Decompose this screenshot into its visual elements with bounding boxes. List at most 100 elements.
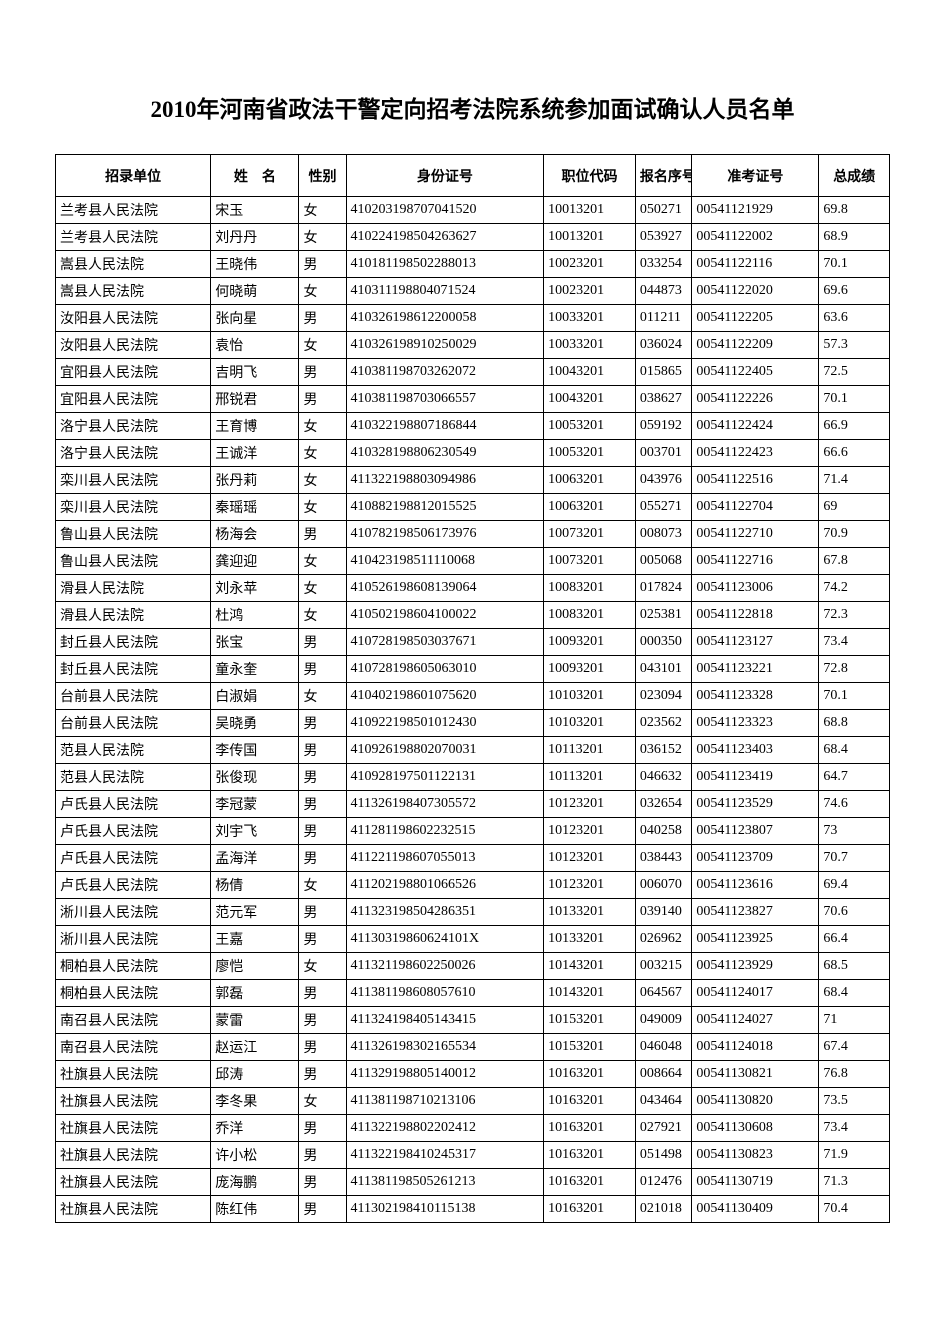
- cell-seq: 040258: [635, 818, 691, 845]
- cell-id: 411323198504286351: [346, 899, 544, 926]
- cell-score: 70.1: [819, 386, 890, 413]
- cell-unit: 桐柏县人民法院: [56, 953, 211, 980]
- cell-score: 66.6: [819, 440, 890, 467]
- cell-id: 411324198405143415: [346, 1007, 544, 1034]
- cell-exam: 00541123827: [692, 899, 819, 926]
- cell-exam: 00541123006: [692, 575, 819, 602]
- cell-score: 63.6: [819, 305, 890, 332]
- cell-name: 杜鸿: [211, 602, 299, 629]
- cell-unit: 栾川县人民法院: [56, 467, 211, 494]
- cell-unit: 南召县人民法院: [56, 1007, 211, 1034]
- cell-position: 10163201: [544, 1115, 636, 1142]
- cell-name: 李冬果: [211, 1088, 299, 1115]
- cell-name: 邢锐君: [211, 386, 299, 413]
- cell-exam: 00541123807: [692, 818, 819, 845]
- table-body: 兰考县人民法院宋玉女410203198707041520100132010502…: [56, 197, 890, 1223]
- cell-unit: 淅川县人民法院: [56, 899, 211, 926]
- cell-name: 王诚洋: [211, 440, 299, 467]
- cell-exam: 00541122405: [692, 359, 819, 386]
- cell-score: 72.3: [819, 602, 890, 629]
- cell-exam: 00541130608: [692, 1115, 819, 1142]
- cell-id: 411322198410245317: [346, 1142, 544, 1169]
- table-row: 卢氏县人民法院刘宇飞男41128119860223251510123201040…: [56, 818, 890, 845]
- cell-unit: 鲁山县人民法院: [56, 521, 211, 548]
- cell-score: 71: [819, 1007, 890, 1034]
- cell-seq: 015865: [635, 359, 691, 386]
- cell-score: 73.5: [819, 1088, 890, 1115]
- table-row: 南召县人民法院蒙雷男411324198405143415101532010490…: [56, 1007, 890, 1034]
- table-row: 卢氏县人民法院李冠蒙男41132619840730557210123201032…: [56, 791, 890, 818]
- cell-id: 410502198604100022: [346, 602, 544, 629]
- cell-id: 410782198506173976: [346, 521, 544, 548]
- cell-score: 67.8: [819, 548, 890, 575]
- table-row: 栾川县人民法院秦瑶瑶女41088219881201552510063201055…: [56, 494, 890, 521]
- cell-exam: 00541123925: [692, 926, 819, 953]
- cell-score: 68.9: [819, 224, 890, 251]
- cell-seq: 023094: [635, 683, 691, 710]
- cell-gender: 女: [299, 1088, 346, 1115]
- table-row: 栾川县人民法院张丹莉女41132219880309498610063201043…: [56, 467, 890, 494]
- cell-position: 10163201: [544, 1196, 636, 1223]
- cell-unit: 社旗县人民法院: [56, 1088, 211, 1115]
- cell-position: 10123201: [544, 791, 636, 818]
- cell-unit: 洛宁县人民法院: [56, 413, 211, 440]
- cell-seq: 051498: [635, 1142, 691, 1169]
- table-row: 嵩县人民法院王晓伟男410181198502288013100232010332…: [56, 251, 890, 278]
- cell-id: 410326198910250029: [346, 332, 544, 359]
- roster-table: 招录单位 姓 名 性别 身份证号 职位代码 报名序号 准考证号 总成绩 兰考县人…: [55, 154, 890, 1223]
- cell-seq: 036024: [635, 332, 691, 359]
- cell-position: 10073201: [544, 548, 636, 575]
- col-header-seq: 报名序号: [635, 155, 691, 197]
- table-row: 淅川县人民法院范元军男41132319850428635110133201039…: [56, 899, 890, 926]
- cell-exam: 00541122002: [692, 224, 819, 251]
- cell-score: 70.1: [819, 251, 890, 278]
- cell-seq: 049009: [635, 1007, 691, 1034]
- cell-id: 411221198607055013: [346, 845, 544, 872]
- cell-seq: 050271: [635, 197, 691, 224]
- cell-position: 10113201: [544, 764, 636, 791]
- cell-seq: 046048: [635, 1034, 691, 1061]
- cell-exam: 00541122226: [692, 386, 819, 413]
- cell-name: 吉明飞: [211, 359, 299, 386]
- cell-score: 76.8: [819, 1061, 890, 1088]
- cell-seq: 005068: [635, 548, 691, 575]
- cell-id: 410526198608139064: [346, 575, 544, 602]
- cell-id: 411329198805140012: [346, 1061, 544, 1088]
- cell-id: 410322198807186844: [346, 413, 544, 440]
- cell-id: 410381198703262072: [346, 359, 544, 386]
- cell-gender: 男: [299, 791, 346, 818]
- cell-id: 410926198802070031: [346, 737, 544, 764]
- cell-gender: 男: [299, 764, 346, 791]
- cell-unit: 滑县人民法院: [56, 602, 211, 629]
- cell-seq: 003701: [635, 440, 691, 467]
- cell-exam: 00541123616: [692, 872, 819, 899]
- table-row: 滑县人民法院杜鸿女4105021986041000221008320102538…: [56, 602, 890, 629]
- cell-exam: 00541123419: [692, 764, 819, 791]
- cell-name: 蒙雷: [211, 1007, 299, 1034]
- cell-id: 410928197501122131: [346, 764, 544, 791]
- cell-seq: 003215: [635, 953, 691, 980]
- cell-position: 10073201: [544, 521, 636, 548]
- cell-seq: 055271: [635, 494, 691, 521]
- cell-id: 410423198511110068: [346, 548, 544, 575]
- cell-gender: 男: [299, 629, 346, 656]
- cell-score: 71.4: [819, 467, 890, 494]
- cell-unit: 卢氏县人民法院: [56, 872, 211, 899]
- cell-position: 10163201: [544, 1088, 636, 1115]
- col-header-score: 总成绩: [819, 155, 890, 197]
- cell-exam: 00541122423: [692, 440, 819, 467]
- table-row: 社旗县人民法院邱涛男411329198805140012101632010086…: [56, 1061, 890, 1088]
- table-row: 宜阳县人民法院吉明飞男41038119870326207210043201015…: [56, 359, 890, 386]
- cell-seq: 023562: [635, 710, 691, 737]
- cell-seq: 036152: [635, 737, 691, 764]
- cell-gender: 男: [299, 818, 346, 845]
- table-row: 鲁山县人民法院龚迎迎女41042319851111006810073201005…: [56, 548, 890, 575]
- cell-score: 71.3: [819, 1169, 890, 1196]
- cell-seq: 044873: [635, 278, 691, 305]
- cell-gender: 女: [299, 467, 346, 494]
- cell-id: 410311198804071524: [346, 278, 544, 305]
- table-row: 嵩县人民法院何晓萌女410311198804071524100232010448…: [56, 278, 890, 305]
- cell-gender: 女: [299, 413, 346, 440]
- cell-score: 66.9: [819, 413, 890, 440]
- cell-position: 10113201: [544, 737, 636, 764]
